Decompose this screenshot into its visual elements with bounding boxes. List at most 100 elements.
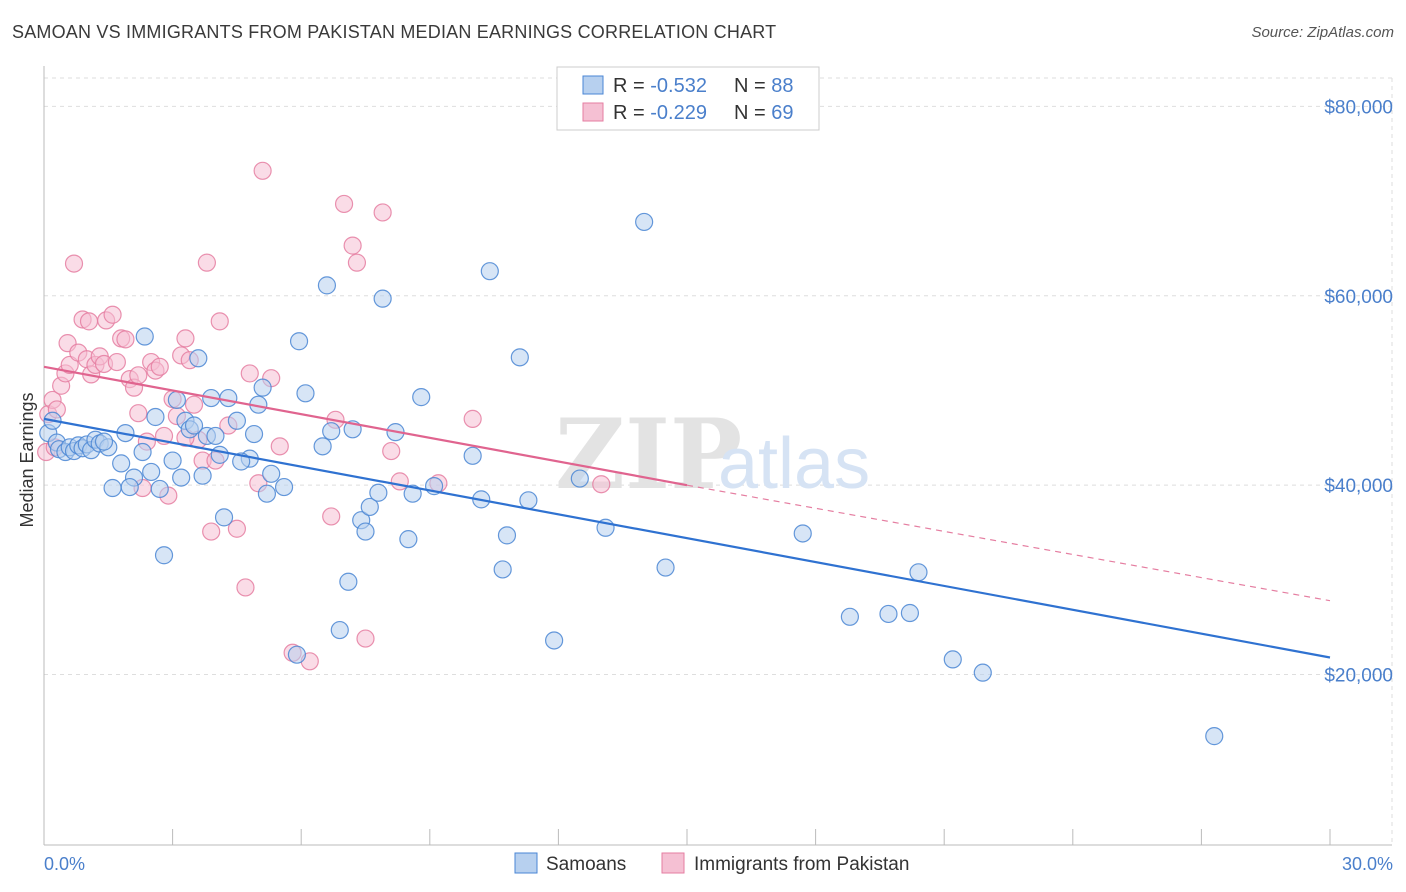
samoans-point-62 — [403, 484, 422, 503]
samoans-point-80 — [900, 603, 920, 623]
pakistan-point-52 — [270, 437, 289, 456]
samoans-point-78 — [840, 607, 859, 626]
samoans-point-22 — [150, 479, 169, 499]
samoans-point-56 — [356, 522, 375, 541]
samoans-point-49 — [313, 437, 332, 456]
samoans-point-72 — [545, 631, 564, 650]
svg-text:R = -0.532: R = -0.532 — [613, 75, 707, 97]
legend-n-value-1: 88 — [771, 75, 793, 97]
samoans-point-35 — [210, 445, 229, 464]
y-tick-label-0: $20,000 — [1324, 666, 1393, 687]
samoans-point-15 — [112, 454, 131, 473]
pakistan-point-38 — [184, 395, 204, 414]
samoans-point-40 — [244, 424, 264, 444]
samoans-point-68 — [493, 560, 512, 579]
legend-correlation: R = -0.532 N = 88 R = -0.229 N = 69 — [556, 66, 820, 131]
pakistan-point-30 — [150, 357, 169, 376]
pakistan-point-63 — [390, 472, 409, 491]
samoans-point-47 — [289, 332, 309, 351]
samoans-point-43 — [257, 484, 277, 503]
pakistan-point-25 — [129, 366, 148, 385]
samoans-point-23 — [154, 546, 174, 565]
trend-line-pakistan-extension — [686, 484, 1331, 602]
samoans-point-25 — [167, 390, 186, 410]
samoans-point-75 — [635, 212, 654, 232]
pakistan-point-9 — [64, 254, 84, 273]
samoans-point-83 — [973, 663, 992, 682]
samoans-point-31 — [193, 466, 212, 485]
samoans-point-42 — [253, 378, 272, 397]
pakistan-point-48 — [240, 364, 259, 383]
pakistan-point-41 — [197, 253, 216, 272]
pakistan-point-42 — [202, 522, 221, 541]
series-samoans-points — [39, 212, 1224, 746]
pakistan-point-60 — [356, 629, 375, 648]
x-tick-label-0: 0.0% — [44, 854, 85, 874]
samoans-point-69 — [497, 526, 517, 545]
pakistan-point-8 — [60, 355, 79, 375]
samoans-point-20 — [142, 462, 161, 482]
samoans-point-57 — [360, 497, 379, 517]
pakistan-point-57 — [334, 194, 354, 214]
samoans-point-36 — [214, 508, 234, 527]
trend-line-pakistan — [43, 365, 688, 487]
samoans-point-71 — [519, 491, 538, 510]
pakistan-point-68 — [129, 404, 148, 423]
pakistan-point-13 — [79, 312, 99, 331]
samoans-point-45 — [274, 477, 294, 497]
samoans-point-38 — [227, 411, 246, 430]
trend-lines — [43, 365, 1331, 659]
samoans-point-81 — [909, 563, 928, 582]
y-axis-label: Median Earnings — [17, 392, 37, 527]
samoans-point-51 — [322, 422, 341, 441]
svg-text:N = 88: N = 88 — [734, 75, 794, 97]
samoans-point-77 — [793, 524, 812, 543]
samoans-point-76 — [656, 558, 675, 577]
samoans-point-63 — [412, 388, 431, 407]
samoans-point-53 — [339, 572, 358, 591]
samoans-point-48 — [296, 384, 315, 403]
x-tick-label-1: 30.0% — [1342, 854, 1393, 874]
chart-title: SAMOAN VS IMMIGRANTS FROM PAKISTAN MEDIA… — [12, 22, 777, 42]
samoans-point-19 — [135, 327, 154, 346]
legend-n-label-1: N = — [734, 75, 771, 97]
samoans-point-44 — [262, 464, 281, 483]
bottom-legend-swatch-pakistan — [661, 852, 685, 874]
pakistan-point-61 — [373, 203, 392, 222]
pakistan-point-62 — [382, 441, 401, 461]
samoans-point-18 — [133, 442, 152, 462]
samoans-point-59 — [373, 289, 392, 308]
samoans-point-85 — [94, 432, 114, 451]
samoans-point-26 — [172, 468, 191, 487]
pakistan-point-47 — [236, 578, 255, 597]
samoans-point-52 — [330, 620, 349, 640]
pakistan-point-44 — [210, 312, 229, 331]
legend-n-label-2: N = — [734, 102, 771, 124]
svg-text:N = 69: N = 69 — [734, 102, 794, 124]
bottom-legend-swatch-samoans — [514, 852, 538, 874]
samoans-point-70 — [510, 348, 529, 367]
pakistan-point-20 — [107, 352, 126, 372]
legend-n-value-2: 69 — [771, 102, 793, 124]
watermark-atlas: atlas — [718, 424, 870, 504]
samoans-point-65 — [463, 446, 482, 465]
series-pakistan-points — [37, 161, 611, 671]
samoans-point-21 — [146, 407, 165, 427]
pakistan-point-66 — [592, 475, 611, 494]
pakistan-point-58 — [343, 236, 362, 255]
y-tick-label-3: $80,000 — [1324, 97, 1393, 118]
samoans-point-29 — [184, 416, 204, 435]
legend-r-label-2: R = — [613, 102, 650, 124]
samoans-point-14 — [103, 478, 122, 498]
samoans-point-30 — [189, 349, 208, 368]
source-label: Source: ZipAtlas.com — [1251, 24, 1394, 41]
y-tick-label-1: $40,000 — [1324, 476, 1393, 497]
y-tick-labels: $20,000 $40,000 $60,000 $80,000 — [1324, 97, 1393, 686]
y-tick-label-2: $60,000 — [1324, 287, 1393, 308]
x-tick-labels: 0.0% 30.0% — [44, 854, 1393, 874]
trend-line-samoans — [43, 417, 1331, 659]
samoans-point-50 — [317, 276, 337, 295]
pakistan-point-46 — [227, 519, 246, 538]
samoans-point-79 — [879, 604, 898, 624]
